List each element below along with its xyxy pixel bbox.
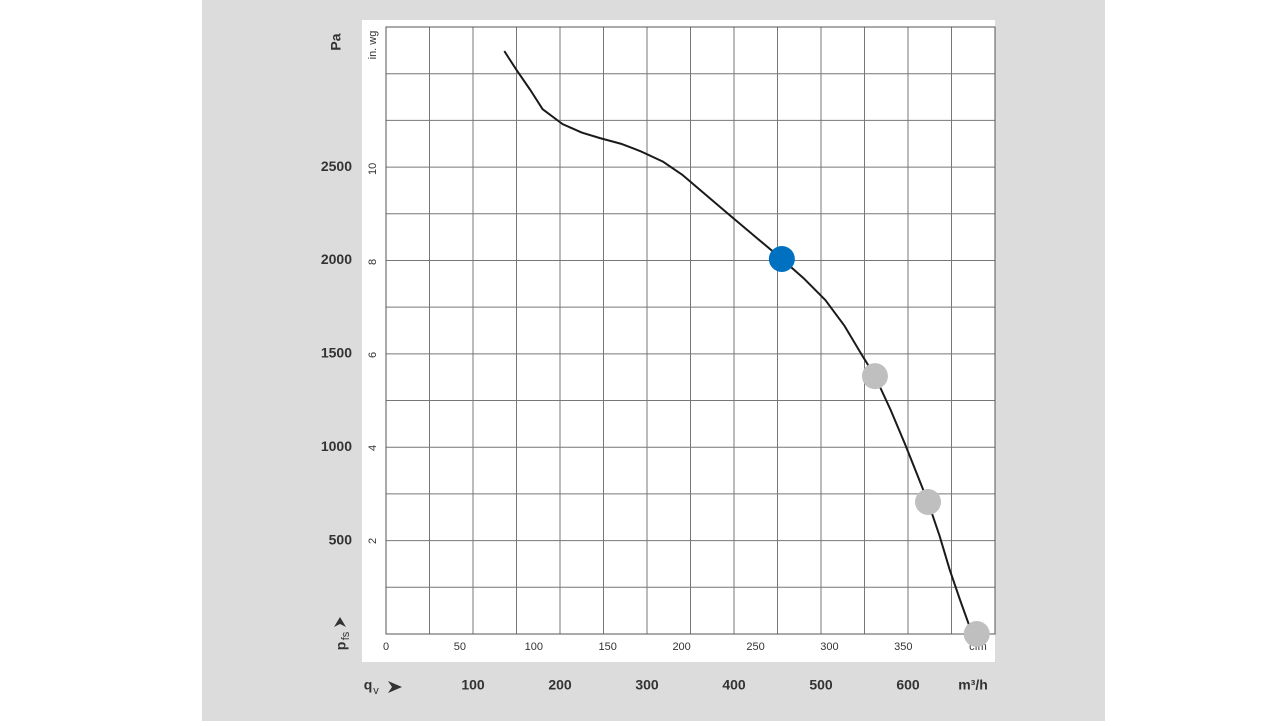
x-symbol: q	[364, 677, 373, 693]
x2-tick-label: 300	[820, 641, 838, 653]
plot-frame	[385, 26, 996, 635]
x2-tick-label: 0	[383, 641, 389, 653]
x-axis-label: m³/h	[958, 677, 988, 693]
y-tick-label: 2000	[321, 251, 352, 267]
x-tick-label: 100	[461, 677, 485, 693]
x2-tick-label: 50	[454, 641, 466, 653]
y2-tick-label: 4	[367, 445, 379, 451]
y-tick-label: 1500	[321, 345, 352, 361]
x-tick-label: 300	[635, 677, 659, 693]
y2-tick-label: 6	[367, 352, 379, 358]
operating-point	[915, 488, 942, 515]
x-tick-label: 500	[809, 677, 833, 693]
y-arrow	[334, 617, 346, 627]
x2-tick-label: 350	[894, 641, 912, 653]
y-symbol-sub: fs	[340, 631, 352, 640]
y2-tick-label: 2	[367, 538, 379, 544]
y-tick-label: 1000	[321, 438, 352, 454]
y-tick-label: 500	[329, 531, 353, 547]
y-symbol: p	[333, 642, 349, 651]
x2-tick-label: 150	[599, 641, 617, 653]
x-arrow	[388, 681, 402, 693]
x-tick-label: 600	[896, 677, 920, 693]
y-tick-label: 2500	[321, 158, 352, 174]
x2-tick-label: 200	[672, 641, 690, 653]
x-tick-label: 200	[548, 677, 572, 693]
x-symbol-sub: v	[373, 685, 379, 697]
x-tick-label: 400	[722, 677, 746, 693]
x2-tick-label: 100	[525, 641, 543, 653]
y2-tick-label: 8	[367, 259, 379, 265]
operating-point	[861, 363, 888, 390]
operating-point	[768, 245, 795, 272]
y2-axis-label: in. wg	[367, 31, 379, 60]
operating-point	[963, 621, 990, 647]
y-axis-label: Pa	[328, 33, 344, 50]
x2-tick-label: 250	[746, 641, 764, 653]
y2-tick-label: 10	[367, 163, 379, 175]
plot-background	[362, 20, 995, 662]
